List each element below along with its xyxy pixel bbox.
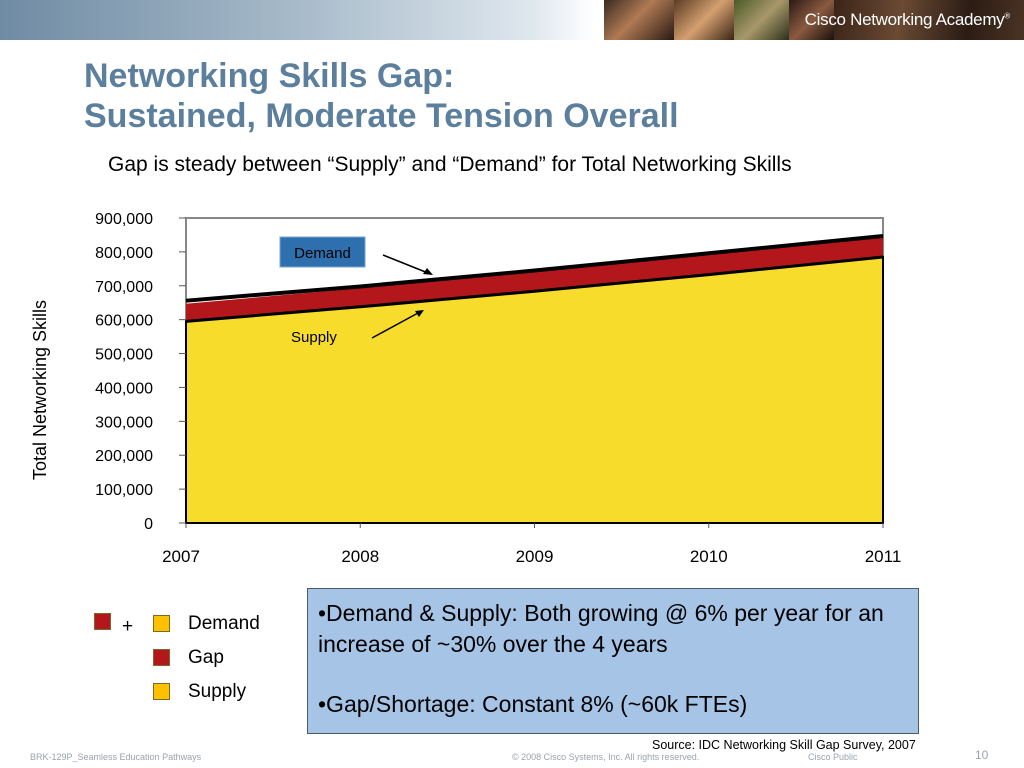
x-tick-label: 2007	[162, 547, 200, 566]
student-photo	[674, 0, 734, 40]
supply-callout-arrow	[371, 312, 419, 339]
legend-supply-swatch	[153, 683, 170, 700]
legend-gap-swatch	[153, 649, 170, 666]
finding-gap: •Gap/Shortage: Constant 8% (~60k FTEs)	[318, 691, 748, 717]
slide-title: Networking Skills Gap: Sustained, Modera…	[84, 56, 679, 136]
legend-demand-supply-swatch	[153, 615, 170, 632]
x-tick-label: 2010	[690, 547, 728, 566]
series-demand-line	[185, 233, 884, 303]
series-supply-line	[185, 255, 884, 323]
legend-demand-gap-swatch	[94, 613, 111, 630]
series-gap-band	[186, 237, 883, 322]
footer-copyright: © 2008 Cisco Systems, Inc. All rights re…	[512, 752, 700, 762]
legend-plus-sign: +	[122, 616, 134, 637]
y-tick-label: 0	[144, 516, 153, 533]
footer-classification: Cisco Public	[808, 752, 858, 762]
student-photo	[604, 0, 674, 40]
legend-label-supply: Supply	[188, 681, 247, 702]
skills-gap-chart: 0 100,000 200,000 300,000 400,000 500,000 600,…	[30, 211, 902, 566]
y-tick-label: 300,000	[95, 414, 153, 431]
source-citation: Source: IDC Networking Skill Gap Survey,…	[652, 738, 916, 752]
academy-logo: Cisco Networking Academy®	[804, 10, 1011, 29]
y-tick-label: 900,000	[95, 211, 153, 228]
supply-arrowhead	[415, 310, 424, 317]
demand-callout-box	[279, 236, 366, 268]
legend-label-gap: Gap	[188, 647, 224, 668]
demand-callout-label: Demand	[294, 245, 351, 262]
x-tick-label: 2009	[516, 547, 554, 566]
title-line-1: Networking Skills Gap:	[84, 57, 455, 95]
chart-subtitle: Gap is steady between “Supply” and “Dema…	[108, 153, 792, 176]
y-tick-label: 200,000	[95, 448, 153, 465]
student-photo-strip: Cisco Networking Academy®	[604, 0, 1024, 40]
x-tick-label: 2008	[341, 547, 379, 566]
legend-label-demand: Demand	[188, 613, 260, 634]
student-photo	[789, 0, 834, 40]
y-tick-label: 700,000	[95, 279, 153, 296]
y-tick-label: 400,000	[95, 380, 153, 397]
footer-session-id: BRK-129P_Seamless Education Pathways	[30, 752, 202, 762]
finding-growth: •Demand & Supply: Both growing @ 6% per …	[318, 600, 884, 657]
student-photo	[834, 0, 1024, 40]
page-number: 10	[975, 748, 989, 762]
demand-callout-arrow	[382, 254, 429, 274]
title-line-2: Sustained, Moderate Tension Overall	[84, 97, 679, 135]
y-tick-label: 600,000	[95, 313, 153, 330]
student-photo	[734, 0, 789, 40]
x-tick-label: 2011	[865, 547, 902, 566]
supply-callout-label: Supply	[291, 329, 337, 346]
demand-arrowhead	[423, 268, 433, 275]
key-findings-box: •Demand & Supply: Both growing @ 6% per …	[307, 588, 919, 734]
y-tick-label: 500,000	[95, 347, 153, 364]
y-tick-label: 800,000	[95, 245, 153, 262]
y-tick-label: 100,000	[95, 482, 153, 499]
y-axis-label: Total Networking Skills	[30, 300, 50, 480]
